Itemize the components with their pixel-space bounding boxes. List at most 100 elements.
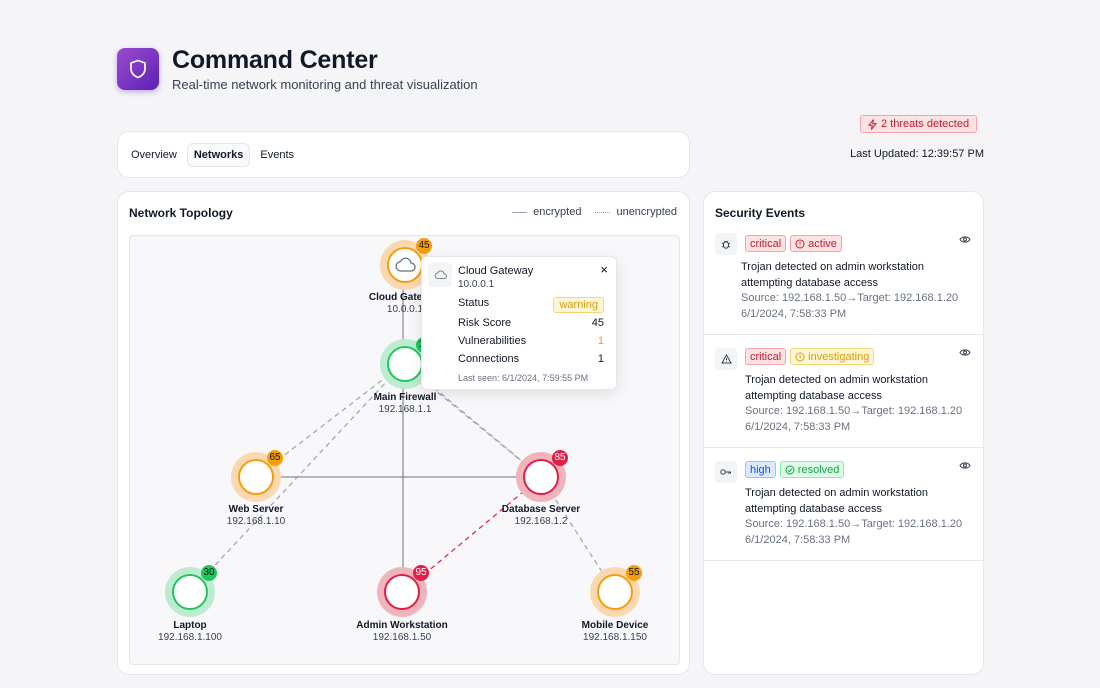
node-name: Laptop	[173, 620, 207, 631]
risk-value: 45	[591, 317, 604, 329]
legend-unencrypted-label: unencrypted	[616, 206, 677, 218]
risk-score-badge: 95	[413, 565, 429, 581]
status-text: resolved	[797, 463, 840, 476]
node-label-laptop: Laptop 192.168.1.100	[158, 620, 222, 643]
event-time: 6/1/2024, 7:58:33 PM	[745, 534, 851, 546]
risk-score-badge: 55	[626, 565, 642, 581]
node-laptop[interactable]: 30	[165, 565, 217, 617]
tooltip-node-name: Cloud Gateway	[458, 265, 534, 277]
event-route: Source: 192.168.1.50→Target: 192.168.1.2…	[745, 518, 963, 530]
check-circle-icon	[785, 465, 795, 474]
bug-icon	[715, 233, 737, 255]
node-name: Web Server	[228, 504, 284, 515]
event-description: Trojan detected on admin workstation att…	[745, 487, 929, 515]
event-item[interactable]: critical active Trojan detected on admin…	[704, 192, 983, 335]
status-badge: resolved	[779, 461, 845, 478]
security-events-panel: Security Events critical active Trojan d…	[703, 191, 984, 675]
node-label-admin: Admin Workstation 192.168.1.50	[356, 620, 447, 643]
event-description: Trojan detected on admin workstation att…	[741, 261, 925, 289]
event-item[interactable]: critical investigating Trojan detected o…	[704, 335, 983, 448]
cloud-icon	[434, 270, 447, 279]
tooltip-node-icon	[428, 263, 452, 287]
cloud-icon	[395, 257, 416, 272]
connections-label: Connections	[458, 353, 520, 365]
tab-networks[interactable]: Networks	[186, 142, 251, 167]
node-ip: 192.168.1.2	[514, 516, 568, 527]
tab-bar: Overview Networks Events	[117, 131, 690, 178]
risk-score-badge: 85	[552, 450, 568, 466]
event-item[interactable]: high resolved Trojan detected on admin w…	[704, 448, 983, 561]
risk-score-badge: 65	[267, 450, 283, 466]
status-badge: warning	[553, 297, 604, 313]
threats-badge: 2 threats detected	[860, 115, 978, 133]
node-tooltip: Cloud Gateway 10.0.0.1 × Status warning …	[421, 256, 617, 390]
clock-icon	[795, 352, 805, 361]
close-icon[interactable]: ×	[600, 262, 608, 277]
node-ip: 10.0.0.1	[386, 304, 424, 315]
event-time: 6/1/2024, 7:58:33 PM	[741, 308, 847, 320]
node-name: Admin Workstation	[356, 620, 448, 631]
status-text: active	[808, 237, 837, 250]
node-label-cloud: Cloud Gateway 10.0.0.1	[369, 292, 441, 315]
shield-icon	[130, 59, 146, 79]
node-ip: 192.168.1.1	[378, 404, 432, 415]
node-name: Cloud Gateway	[368, 292, 442, 303]
status-text: investigating	[808, 350, 870, 363]
tooltip-last-seen: Last seen: 6/1/2024, 7:59:55 PM	[458, 373, 589, 383]
tooltip-vuln-row: Vulnerabilities 1	[458, 335, 604, 347]
tooltip-conn-row: Connections 1	[458, 353, 604, 365]
tab-events[interactable]: Events	[260, 148, 295, 161]
legend-encrypted: encrypted	[512, 206, 581, 218]
dotted-line-icon	[595, 211, 611, 213]
node-ip: 192.168.1.50	[372, 632, 432, 643]
key-icon	[715, 461, 737, 483]
node-admin-workstation[interactable]: 95	[377, 565, 429, 617]
risk-score-badge: 45	[416, 238, 432, 254]
page-title: Command Center	[172, 46, 378, 74]
node-name: Main Firewall	[373, 392, 437, 403]
severity-badge: high	[745, 461, 776, 478]
risk-label: Risk Score	[458, 317, 512, 329]
status-badge: investigating	[790, 348, 875, 365]
tooltip-node-ip: 10.0.0.1	[458, 279, 495, 290]
node-label-web: Web Server 192.168.1.10	[227, 504, 285, 527]
alert-circle-icon	[795, 239, 805, 248]
event-route: Source: 192.168.1.50→Target: 192.168.1.2…	[745, 405, 963, 417]
threats-badge-text: 2 threats detected	[881, 118, 970, 130]
page-subtitle: Real-time network monitoring and threat …	[172, 77, 478, 92]
connections-value: 1	[597, 353, 604, 365]
shield-logo	[117, 48, 159, 90]
eye-icon[interactable]	[959, 348, 971, 357]
topology-legend: encrypted unencrypted	[498, 206, 677, 218]
vulnerabilities-label: Vulnerabilities	[458, 335, 527, 347]
node-database-server[interactable]: 85	[516, 450, 568, 502]
legend-encrypted-label: encrypted	[533, 206, 582, 218]
link-firewall-laptop	[189, 363, 404, 593]
status-badge: active	[790, 235, 842, 252]
eye-icon[interactable]	[959, 461, 971, 470]
node-label-mobile: Mobile Device 192.168.1.150	[582, 620, 649, 643]
lightning-icon	[868, 118, 877, 130]
tab-overview[interactable]: Overview	[131, 148, 177, 161]
solid-line-icon	[512, 211, 528, 213]
node-mobile-device[interactable]: 55	[590, 565, 642, 617]
risk-score-badge: 30	[201, 565, 217, 581]
legend-unencrypted: unencrypted	[595, 206, 677, 218]
severity-badge: critical	[745, 348, 787, 365]
node-web-server[interactable]: 65	[231, 450, 283, 502]
page-header: Command Center Real-time network monitor…	[117, 46, 478, 92]
severity-badge: critical	[745, 235, 787, 252]
warning-icon	[715, 348, 737, 370]
last-updated: Last Updated: 12:39:57 PM	[850, 148, 984, 160]
node-ip: 192.168.1.100	[158, 632, 222, 643]
node-label-db: Database Server 192.168.1.2	[502, 504, 580, 527]
topology-title: Network Topology	[129, 206, 233, 220]
eye-icon[interactable]	[959, 235, 971, 244]
events-title: Security Events	[715, 206, 806, 220]
node-name: Database Server	[501, 504, 581, 515]
node-label-firewall: Main Firewall 192.168.1.1	[374, 392, 437, 415]
event-description: Trojan detected on admin workstation att…	[745, 374, 929, 402]
status-label: Status	[458, 297, 490, 309]
node-name: Mobile Device	[581, 620, 649, 631]
tooltip-risk-row: Risk Score 45	[458, 317, 604, 329]
